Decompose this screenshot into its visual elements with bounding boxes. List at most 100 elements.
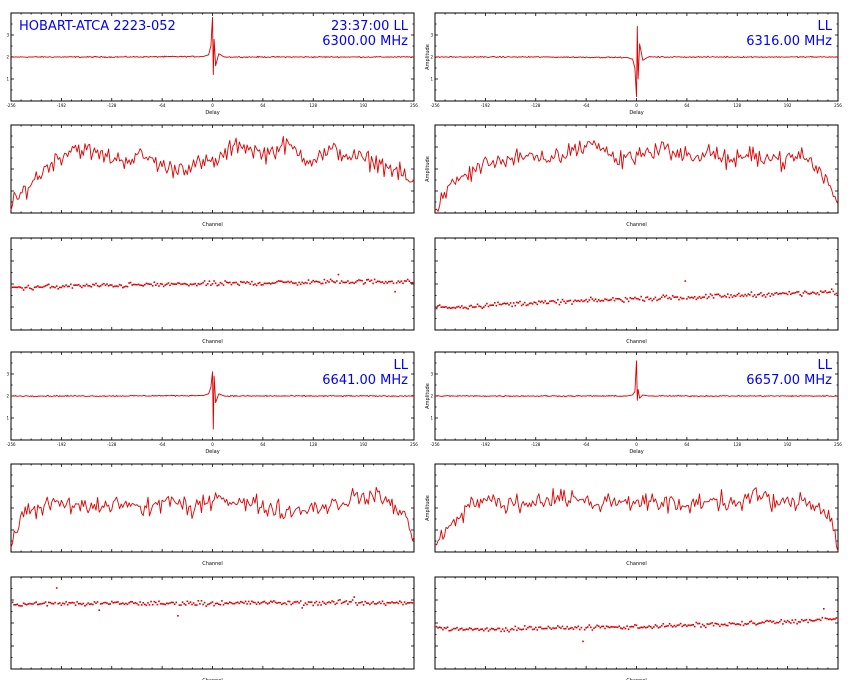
phase-point [386, 282, 388, 284]
phase-point [172, 601, 174, 604]
phase-point [227, 282, 229, 284]
phase-point [397, 280, 400, 282]
phase-point [774, 292, 776, 295]
phase-point [167, 282, 170, 284]
phase-point [240, 600, 242, 603]
phase-point [461, 627, 463, 630]
phase-point [336, 280, 338, 282]
phase-point [229, 281, 231, 284]
phase-point [312, 604, 314, 607]
phase-point [637, 298, 639, 300]
phase-point [623, 301, 625, 303]
phase-point [490, 627, 493, 630]
phase-point [679, 296, 682, 299]
phase-point [588, 299, 591, 301]
phase-point [668, 296, 671, 299]
frequency-label: 6657.00 MHz [746, 373, 832, 388]
phase-point [320, 282, 322, 285]
phase-point [649, 297, 652, 300]
phase-point [309, 282, 311, 285]
phase-point [508, 630, 510, 633]
phase-point [749, 294, 751, 296]
phase-point [370, 279, 373, 282]
phase-point [542, 627, 545, 630]
phase-point [21, 605, 23, 607]
phase-point [348, 282, 351, 285]
phase-point [750, 620, 753, 622]
phase-point [654, 296, 657, 299]
phase-point [71, 601, 74, 604]
phase-point [378, 601, 381, 603]
phase-point [32, 288, 34, 291]
phase-point [29, 602, 31, 605]
phase-point [550, 628, 553, 630]
phase-point [85, 603, 88, 606]
phase-point [824, 290, 827, 292]
phase-point [801, 618, 803, 621]
phase-point [299, 600, 302, 602]
plot-frame [434, 463, 839, 553]
phase-point [648, 298, 650, 301]
phase-point [191, 283, 193, 286]
delay-spectrum-line [434, 25, 839, 98]
phase-point [284, 602, 286, 604]
phase-point [511, 627, 513, 630]
x-axis-label: Delay [629, 449, 643, 455]
phase-point [449, 629, 452, 632]
phase-point [618, 298, 620, 300]
phase-point [167, 602, 170, 605]
phase-point [698, 622, 701, 625]
phase-point [96, 601, 99, 603]
phase-point [59, 602, 61, 604]
phase-point [464, 306, 466, 309]
phase-point [728, 296, 731, 299]
phase-point [388, 602, 390, 604]
phase-point [660, 624, 663, 627]
phase-point [63, 285, 66, 288]
phase-point [585, 298, 587, 301]
phase-point [122, 286, 124, 289]
phase-point [46, 284, 48, 286]
phase-point [722, 623, 724, 626]
phase-point [690, 296, 693, 299]
phase-point [689, 297, 691, 299]
phase-point [384, 280, 387, 283]
phase-point [797, 291, 800, 293]
phase-point [558, 303, 561, 306]
phase-point [104, 601, 107, 604]
phase-point [443, 627, 446, 629]
phase-point [612, 626, 614, 628]
phase-point [170, 282, 173, 285]
delay-spectrum-line [11, 371, 415, 430]
phase-point [783, 620, 786, 622]
phase-point [549, 627, 551, 629]
phase-point [356, 604, 359, 606]
phase-point [392, 282, 395, 285]
phase-point [380, 602, 382, 605]
phase-point [128, 282, 130, 284]
phase-point [202, 281, 204, 284]
phase-point [634, 624, 636, 626]
y-tick-label: 2 [430, 394, 433, 399]
phase-point [123, 603, 126, 606]
phase-point [339, 599, 341, 601]
phase-point [133, 283, 135, 286]
x-axis-label: Delay [205, 110, 219, 116]
phase-point [503, 302, 506, 304]
phase-point [736, 623, 739, 625]
phase-point [27, 284, 30, 287]
phase-point [568, 628, 570, 630]
phase-point [779, 620, 781, 623]
phase-point [445, 627, 447, 630]
phase-point [140, 604, 143, 606]
phase-point [325, 603, 327, 606]
phase-point [35, 601, 37, 603]
phase-point [52, 286, 55, 288]
phase-point [70, 283, 72, 286]
phase-point [676, 296, 679, 298]
phase-point [714, 293, 716, 296]
phase-point [635, 624, 638, 627]
phase-point [369, 603, 371, 606]
phase-point [706, 297, 709, 300]
phase-point [782, 623, 784, 625]
